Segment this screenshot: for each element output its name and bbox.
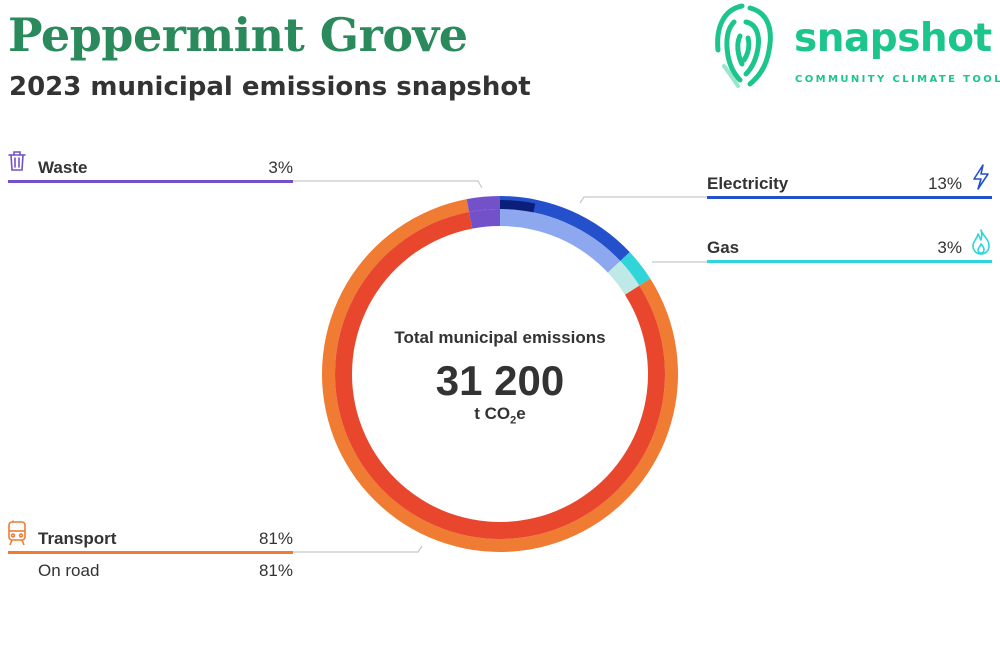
- fingerprint-logo-icon: [715, 3, 773, 88]
- gas-percent: 3%: [937, 238, 962, 257]
- logo-wordmark: snapshot: [794, 16, 992, 61]
- donut-detail-electricity: [500, 200, 536, 213]
- donut-segment-gas: [620, 252, 651, 286]
- page-title: Peppermint Grove: [8, 8, 468, 62]
- waste-underline: [8, 180, 293, 183]
- train-icon: [8, 520, 26, 546]
- page-subtitle: 2023 municipal emissions snapshot: [9, 72, 531, 102]
- total-emissions-value: 31 200: [435, 357, 565, 404]
- leader-line-electricity: [579, 196, 707, 204]
- gas-label: Gas: [707, 238, 740, 257]
- on-road-label: On road: [38, 561, 100, 580]
- donut-inner-segment-electricity: [500, 209, 621, 273]
- electricity-percent: 13%: [927, 174, 962, 193]
- flame-icon: [972, 229, 990, 255]
- on-road-percent: 81%: [258, 561, 293, 580]
- transport-label: Transport: [38, 529, 117, 548]
- lightning-icon: [973, 164, 989, 190]
- gas-underline: [707, 260, 992, 263]
- leader-lines: [293, 180, 707, 553]
- total-emissions-unit: t CO2e: [474, 404, 526, 427]
- electricity-label: Electricity: [707, 174, 789, 193]
- donut-inner-segment-gas: [607, 261, 640, 295]
- leader-line-transport: [293, 545, 423, 553]
- transport-underline: [8, 551, 293, 554]
- snapshot-logo: snapshot COMMUNITY CLIMATE TOOL: [712, 0, 1000, 92]
- waste-label: Waste: [38, 158, 88, 177]
- waste-percent: 3%: [268, 158, 293, 177]
- total-emissions-label: Total municipal emissions: [394, 328, 606, 347]
- trash-icon: [8, 151, 26, 171]
- leader-line-waste: [293, 180, 483, 189]
- transport-percent: 81%: [258, 529, 293, 548]
- electricity-underline: [707, 196, 992, 199]
- logo-tagline: COMMUNITY CLIMATE TOOL: [795, 74, 1000, 85]
- donut-segment-waste: [466, 196, 500, 212]
- donut-inner-segment-waste: [469, 209, 500, 229]
